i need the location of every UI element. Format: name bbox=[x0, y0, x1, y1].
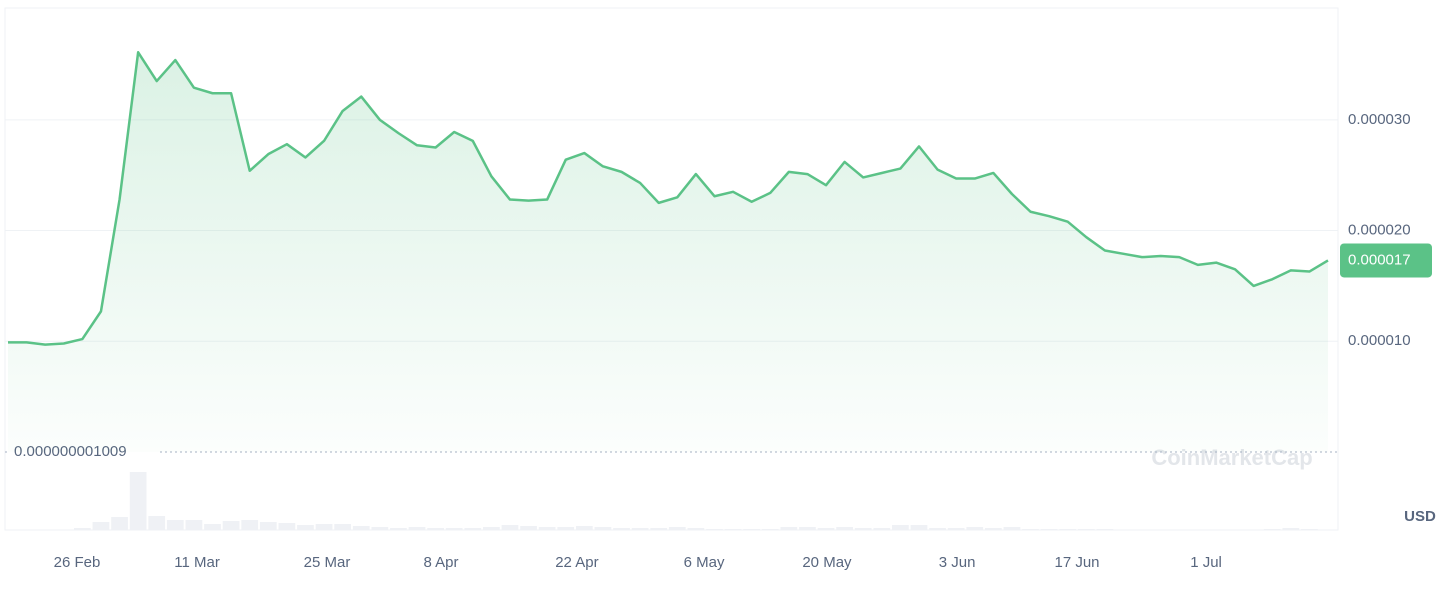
volume-bar bbox=[984, 528, 1002, 530]
volume-bar bbox=[836, 527, 853, 530]
price-area bbox=[8, 52, 1328, 452]
volume-bar bbox=[1022, 529, 1039, 530]
volume-bar bbox=[854, 528, 872, 530]
x-tick-label: 22 Apr bbox=[555, 554, 598, 571]
volume-bar bbox=[222, 521, 240, 530]
volume-bar bbox=[204, 524, 221, 530]
volume-bar bbox=[687, 528, 705, 530]
y-tick-label: 0.000030 bbox=[1348, 111, 1411, 128]
volume-bar bbox=[724, 529, 742, 530]
volume-bar bbox=[1077, 529, 1095, 530]
volume-bar bbox=[427, 528, 444, 530]
x-tick-label: 6 May bbox=[684, 554, 725, 571]
volume-bar bbox=[501, 525, 519, 530]
volume-bar bbox=[557, 527, 575, 530]
x-tick-label: 8 Apr bbox=[423, 554, 458, 571]
price-badge-label: 0.000017 bbox=[1348, 251, 1411, 268]
volume-bar bbox=[390, 528, 407, 530]
volume-bar bbox=[185, 520, 203, 530]
volume-bar bbox=[668, 527, 686, 530]
volume-bar bbox=[464, 528, 482, 530]
volume-bar bbox=[650, 528, 668, 530]
volume-bar bbox=[538, 527, 556, 530]
volume-bar bbox=[74, 528, 91, 530]
volume-bar bbox=[111, 517, 128, 530]
y-tick-label: 0.000010 bbox=[1348, 332, 1411, 349]
volume-bar bbox=[408, 527, 426, 530]
x-tick-label: 25 Mar bbox=[304, 554, 351, 571]
volume-bar bbox=[166, 520, 184, 530]
x-tick-label: 11 Mar bbox=[174, 554, 220, 571]
volume-bar bbox=[706, 529, 723, 530]
volume-bar bbox=[613, 528, 630, 530]
volume-bar bbox=[761, 529, 779, 530]
volume-bar bbox=[929, 528, 946, 530]
volume-bar bbox=[352, 526, 370, 530]
volume-bar bbox=[743, 529, 761, 530]
x-tick-label: 1 Jul bbox=[1190, 554, 1222, 571]
x-tick-label: 3 Jun bbox=[939, 554, 976, 571]
volume-bar bbox=[1059, 529, 1077, 530]
volume-bar bbox=[1282, 528, 1300, 530]
volume-bar bbox=[910, 525, 928, 530]
volume-bar bbox=[129, 472, 147, 530]
volume-bar bbox=[1096, 529, 1114, 530]
volume-bar bbox=[520, 526, 537, 530]
volume-bar bbox=[966, 527, 984, 530]
volume-bar bbox=[483, 527, 500, 530]
volume-bar bbox=[1301, 529, 1318, 530]
volume-bar bbox=[892, 525, 909, 530]
volume-bar bbox=[1003, 527, 1021, 530]
volume-bar bbox=[780, 527, 798, 530]
volume-bar bbox=[1040, 529, 1058, 530]
x-tick-label: 17 Jun bbox=[1054, 554, 1099, 571]
price-line bbox=[8, 51, 1329, 346]
price-badge bbox=[1340, 243, 1432, 278]
volume-bar bbox=[148, 516, 166, 530]
volume-bar bbox=[371, 527, 389, 530]
volume-bar bbox=[92, 522, 110, 530]
volume-bar bbox=[799, 527, 816, 530]
volume-bar bbox=[278, 523, 296, 530]
volume-bar bbox=[1263, 529, 1281, 530]
volume-bar bbox=[315, 524, 333, 530]
volume-bar bbox=[445, 528, 463, 530]
volume-bar bbox=[594, 527, 612, 530]
currency-label: USD bbox=[1404, 508, 1436, 525]
volume-bar bbox=[873, 528, 891, 530]
volume-bar bbox=[631, 528, 649, 530]
volume-bar bbox=[297, 525, 314, 530]
volume-bar bbox=[334, 524, 352, 530]
x-tick-label: 26 Feb bbox=[54, 554, 101, 571]
volume-bar bbox=[817, 528, 835, 530]
y-tick-label: 0.000020 bbox=[1348, 222, 1411, 239]
volume-bar bbox=[575, 526, 593, 530]
volume-bar bbox=[947, 528, 965, 530]
volume-bar bbox=[259, 522, 277, 530]
x-tick-label: 20 May bbox=[802, 554, 852, 571]
volume-bar bbox=[241, 520, 259, 530]
